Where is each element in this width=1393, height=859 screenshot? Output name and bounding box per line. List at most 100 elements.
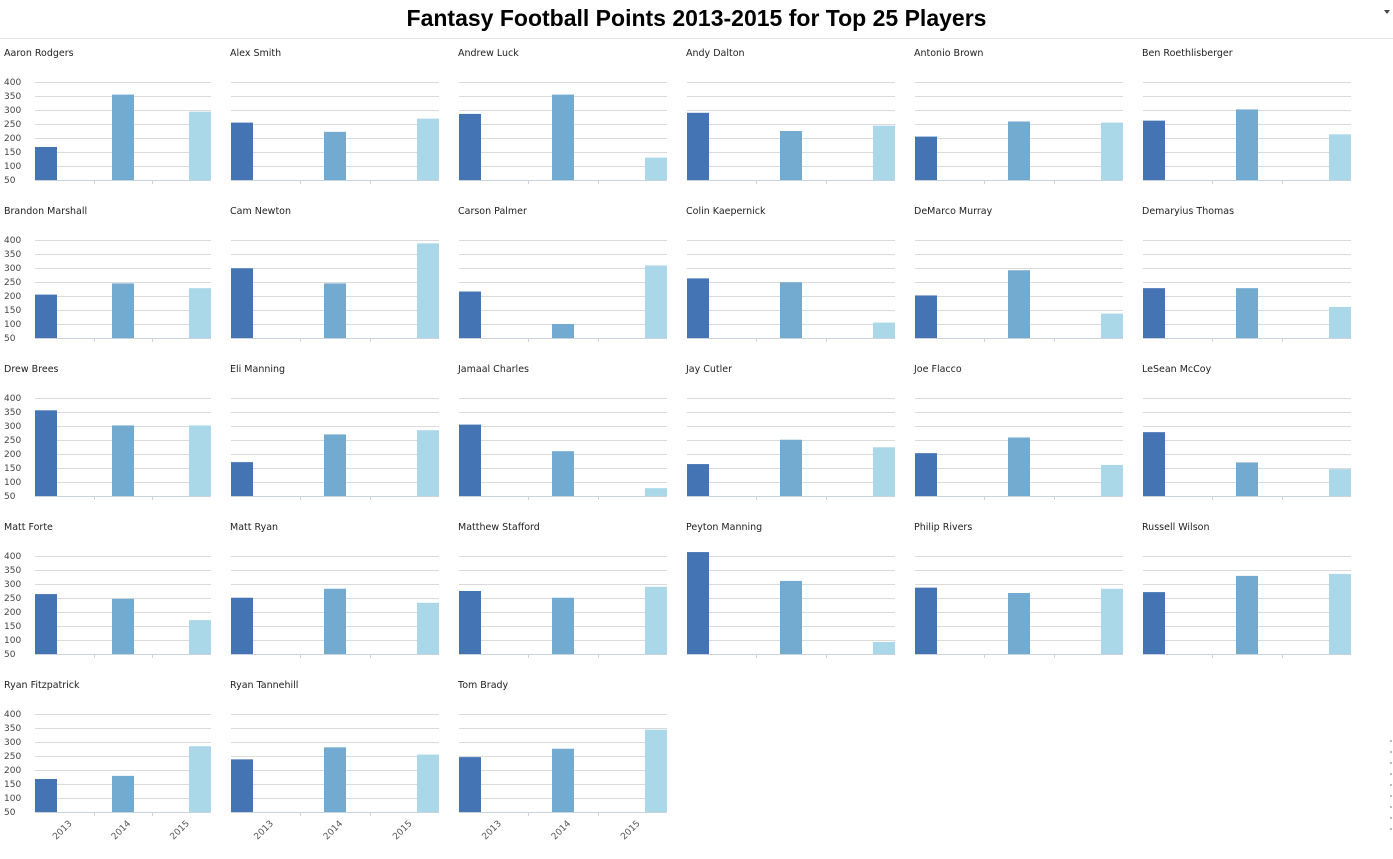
bar-2014 — [1008, 270, 1030, 338]
y-tick-label: 300 — [4, 738, 21, 748]
scrollbar[interactable] — [1390, 740, 1392, 835]
x-tick-label: 2015 — [169, 819, 192, 842]
panel-title: Tom Brady — [457, 680, 509, 691]
chart-panel: Aaron Rodgers 50 100 150 200 250 300 350 400 — [4, 48, 211, 186]
y-tick-label: 50 — [4, 176, 16, 186]
y-tick-label: 400 — [4, 710, 21, 720]
bar-2015 — [1101, 313, 1123, 338]
bar-2014 — [112, 283, 134, 338]
panel-title: Andrew Luck — [458, 48, 519, 59]
panel-title: Brandon Marshall — [4, 206, 87, 217]
y-tick-label: 250 — [4, 436, 21, 446]
y-tick-label: 100 — [4, 794, 21, 804]
bar-2015 — [645, 157, 667, 180]
panel-title: Jay Cutler — [685, 364, 732, 375]
chart-panel: Colin Kaepernick — [686, 206, 895, 342]
bar-2015 — [417, 430, 439, 496]
chevron-down-icon[interactable] — [1384, 10, 1390, 14]
chart-panel: Tom Brady 2013 2014 2015 — [457, 680, 667, 842]
bar-2014 — [780, 439, 802, 496]
panel-title: Ryan Tannehill — [230, 680, 298, 691]
x-tick-label: 2013 — [481, 819, 504, 842]
bar-2014 — [112, 598, 134, 654]
bar-2015 — [417, 602, 439, 654]
y-tick-label: 300 — [4, 106, 21, 116]
bar-2013 — [459, 113, 481, 180]
bar-2015 — [189, 425, 211, 496]
chart-panel: Matthew Stafford — [458, 522, 667, 658]
chart-panel: Drew Brees 50 100 150 200 250 300 350 400 — [4, 364, 211, 502]
bar-2013 — [459, 591, 481, 654]
bar-2013 — [915, 136, 937, 180]
x-tick-label: 2014 — [110, 819, 133, 842]
chart-panel: Brandon Marshall 50 100 150 200 250 300 350 400 — [4, 206, 211, 344]
bar-2015 — [873, 641, 895, 654]
panel-title: Ryan Fitzpatrick — [4, 680, 80, 691]
chart-panel: Ben Roethlisberger — [1142, 48, 1351, 184]
bar-2013 — [1143, 288, 1165, 338]
bar-2013 — [915, 295, 937, 338]
chart-panel: Russell Wilson — [1142, 522, 1351, 658]
bar-2014 — [324, 588, 346, 654]
y-tick-label: 300 — [4, 264, 21, 274]
bar-2015 — [417, 754, 439, 812]
y-tick-label: 150 — [4, 464, 21, 474]
bar-2015 — [1101, 588, 1123, 654]
chart-panel: Peyton Manning — [686, 522, 895, 658]
y-tick-label: 50 — [4, 808, 16, 818]
bar-2015 — [417, 243, 439, 338]
y-tick-label: 300 — [4, 580, 21, 590]
bar-2014 — [1008, 592, 1030, 654]
bar-2014 — [324, 434, 346, 496]
panel-title: Ben Roethlisberger — [1142, 48, 1233, 59]
bar-2015 — [873, 322, 895, 338]
y-tick-label: 150 — [4, 148, 21, 158]
bar-2013 — [915, 453, 937, 496]
bar-2013 — [35, 294, 57, 338]
y-tick-label: 200 — [4, 766, 21, 776]
panel-title: Alex Smith — [230, 48, 281, 59]
y-tick-label: 150 — [4, 622, 21, 632]
bar-2013 — [687, 278, 709, 338]
bar-2013 — [231, 462, 253, 496]
panel-title: Antonio Brown — [914, 48, 983, 59]
chart-panel: Eli Manning — [230, 364, 439, 500]
y-tick-label: 350 — [4, 92, 21, 102]
bar-2013 — [35, 410, 57, 496]
y-tick-label: 100 — [4, 162, 21, 172]
bar-2015 — [417, 118, 439, 180]
x-tick-label: 2013 — [253, 819, 276, 842]
bar-2013 — [1143, 120, 1165, 180]
bar-2013 — [35, 146, 57, 180]
bar-2015 — [1101, 122, 1123, 180]
bar-2013 — [231, 759, 253, 812]
y-tick-label: 50 — [4, 492, 16, 502]
bar-2014 — [1236, 288, 1258, 338]
chart-panel: Andrew Luck — [458, 48, 667, 184]
y-tick-label: 350 — [4, 566, 21, 576]
bar-2015 — [873, 125, 895, 180]
panel-title: Demaryius Thomas — [1142, 206, 1234, 217]
panel-title: Drew Brees — [4, 364, 59, 375]
bar-2013 — [35, 778, 57, 812]
y-tick-label: 100 — [4, 478, 21, 488]
bar-2015 — [189, 746, 211, 812]
y-tick-label: 50 — [4, 650, 16, 660]
bar-2013 — [687, 552, 709, 654]
panel-title: Eli Manning — [230, 364, 285, 375]
panel-title: Cam Newton — [230, 206, 291, 217]
bar-2014 — [552, 748, 574, 812]
bar-2014 — [780, 131, 802, 180]
bar-2015 — [645, 729, 667, 812]
bar-2014 — [324, 283, 346, 338]
bar-2013 — [231, 268, 253, 338]
bar-2013 — [687, 112, 709, 180]
y-tick-label: 400 — [4, 236, 21, 246]
bar-2014 — [1008, 437, 1030, 496]
bar-2015 — [873, 447, 895, 496]
chart-panel: Ryan Tannehill 2013 2014 2015 — [230, 680, 439, 842]
x-tick-label: 2015 — [391, 819, 414, 842]
y-tick-label: 200 — [4, 134, 21, 144]
chart-panel: Matt Ryan — [230, 522, 439, 658]
